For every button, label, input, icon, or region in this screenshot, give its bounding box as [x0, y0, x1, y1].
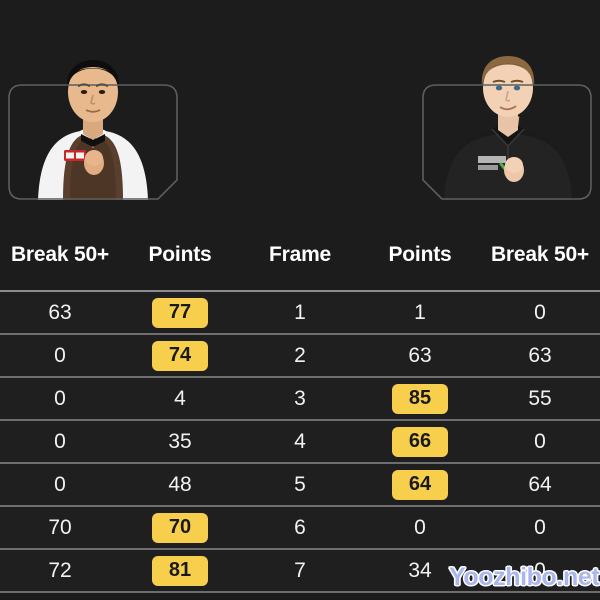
table-header-row: Break 50+ Points Frame Points Break 50+	[0, 220, 600, 290]
cell-break-right: 63	[528, 343, 552, 367]
cell-frame-number: 5	[294, 472, 306, 496]
frame-winner-badge: 81	[152, 555, 208, 586]
cell-points-right: 0	[414, 515, 426, 539]
table-row[interactable]: 72 81 7 34 0	[0, 550, 600, 591]
row-divider	[0, 591, 600, 593]
cell-points-left: 35	[168, 429, 192, 453]
cell-break-left: 0	[54, 343, 66, 367]
table-row[interactable]: 0 74 2 63 63	[0, 335, 600, 376]
frame-winner-badge: 70	[152, 512, 208, 543]
cell-points-right: 1	[414, 300, 426, 324]
row-divider	[0, 376, 600, 378]
cell-break-left: 72	[48, 558, 72, 582]
cell-break-right: 0	[534, 558, 546, 582]
cell-frame-number: 3	[294, 386, 306, 410]
row-divider	[0, 419, 600, 421]
player-photo-right	[422, 30, 592, 200]
cell-break-right: 55	[528, 386, 552, 410]
cell-points-right: 34	[408, 558, 432, 582]
cell-points-left: 74	[120, 335, 240, 376]
cell-break-left: 0	[54, 429, 66, 453]
frame-winner-badge: 77	[152, 297, 208, 328]
player-photo-left	[8, 30, 178, 200]
cell-break-left: 0	[54, 472, 66, 496]
cell-frame-number: 1	[294, 300, 306, 324]
header-divider	[0, 290, 600, 292]
row-divider	[0, 505, 600, 507]
table-row[interactable]: 63 77 1 1 0	[0, 292, 600, 333]
frame-winner-badge: 64	[392, 469, 448, 500]
cell-points-right: 66	[360, 421, 480, 462]
frame-score-table: Break 50+ Points Frame Points Break 50+ …	[0, 220, 600, 593]
cell-points-left: 4	[174, 386, 186, 410]
player-right-portrait-illustration	[422, 30, 592, 200]
cell-points-right: 63	[408, 343, 432, 367]
table-row[interactable]: 0 35 4 66 0	[0, 421, 600, 462]
cell-points-left: 70	[120, 507, 240, 548]
cell-break-right: 0	[534, 300, 546, 324]
column-header-points-left: Points	[148, 243, 212, 266]
cell-points-left: 77	[120, 292, 240, 333]
site-watermark: Yoozhibo.net	[449, 563, 600, 591]
player-left-portrait-illustration	[8, 30, 178, 200]
cell-points-left: 48	[168, 472, 192, 496]
cell-break-right: 0	[534, 515, 546, 539]
cell-frame-number: 7	[294, 558, 306, 582]
cell-break-right: 64	[528, 472, 552, 496]
cell-frame-number: 2	[294, 343, 306, 367]
cell-break-left: 70	[48, 515, 72, 539]
player-frame-right	[422, 84, 592, 200]
player-card-left[interactable]	[8, 30, 178, 200]
players-header	[0, 0, 600, 220]
cell-frame-number: 6	[294, 515, 306, 539]
cell-break-right: 0	[534, 429, 546, 453]
cell-points-left: 81	[120, 550, 240, 591]
column-header-frame: Frame	[268, 243, 332, 266]
column-header-break-right: Break 50+	[490, 243, 590, 266]
table-body: 63 77 1 1 0 0 74 2 63 63 0 4 3 85 55 0 35 4 66 0 0 48 5 64 64 70 7…	[0, 292, 600, 593]
cell-break-left: 63	[48, 300, 72, 324]
player-card-right[interactable]	[422, 30, 592, 200]
table-row[interactable]: 70 70 6 0 0	[0, 507, 600, 548]
frame-winner-badge: 85	[392, 383, 448, 414]
row-divider	[0, 333, 600, 335]
table-row[interactable]: 0 4 3 85 55	[0, 378, 600, 419]
frame-winner-badge: 74	[152, 340, 208, 371]
row-divider	[0, 462, 600, 464]
cell-break-left: 0	[54, 386, 66, 410]
column-header-points-right: Points	[388, 243, 452, 266]
cell-points-right: 85	[360, 378, 480, 419]
cell-points-right: 64	[360, 464, 480, 505]
frame-winner-badge: 66	[392, 426, 448, 457]
column-header-break-left: Break 50+	[10, 243, 110, 266]
player-frame-left	[8, 84, 178, 200]
row-divider	[0, 548, 600, 550]
table-row[interactable]: 0 48 5 64 64	[0, 464, 600, 505]
cell-frame-number: 4	[294, 429, 306, 453]
